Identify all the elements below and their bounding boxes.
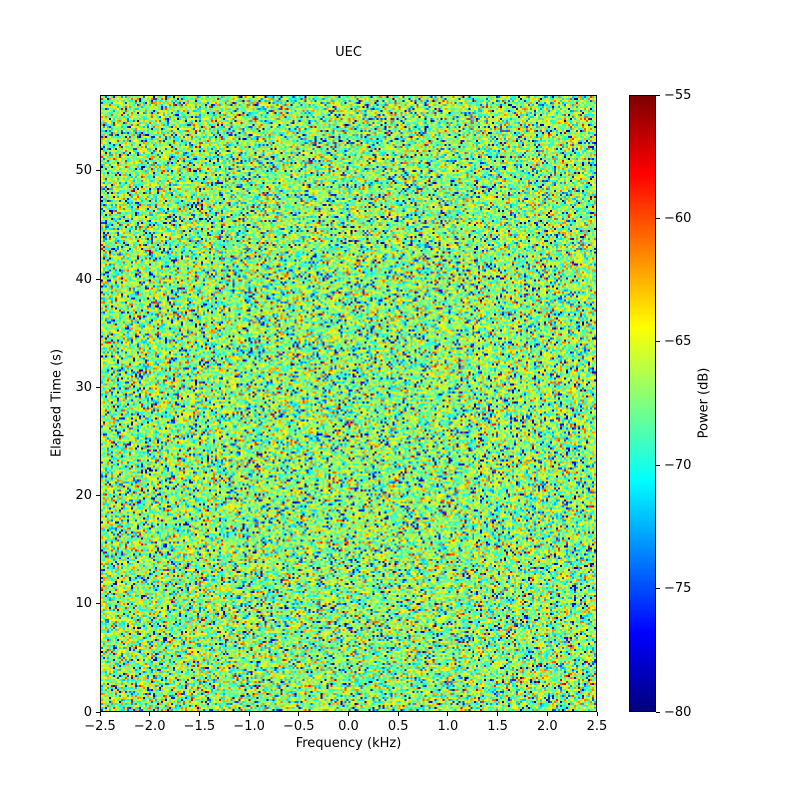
x-tick-label: 0.0 [338, 719, 359, 734]
colorbar-tick-mark [656, 341, 660, 343]
x-tick-mark [546, 712, 548, 716]
x-tick-label: 2.5 [586, 719, 608, 734]
colorbar-tick-label: −65 [664, 334, 692, 350]
x-tick-label: −1.0 [233, 719, 265, 734]
colorbar-tick-mark [656, 217, 660, 219]
plot-title: UEC [335, 45, 362, 60]
y-tick-label: 30 [75, 379, 92, 395]
y-tick-label: 0 [83, 704, 92, 720]
colorbar-tick-mark [656, 588, 660, 590]
y-tick-mark [96, 711, 100, 713]
y-tick-label: 50 [75, 163, 92, 179]
y-tick-label: 10 [75, 596, 92, 612]
colorbar-gradient [630, 96, 655, 711]
colorbar-label: Power (dB) [696, 367, 712, 439]
spectrogram-canvas [101, 96, 596, 711]
y-tick-label: 20 [75, 488, 92, 503]
x-tick-mark [149, 712, 151, 716]
y-tick-label: 40 [75, 271, 92, 287]
colorbar-tick-mark [656, 711, 660, 713]
y-tick-mark [96, 386, 100, 388]
x-tick-label: −1.5 [183, 719, 216, 734]
y-tick-mark [96, 603, 100, 605]
colorbar-tick-mark [656, 464, 660, 466]
x-tick-label: −2.5 [84, 719, 116, 734]
x-tick-mark [298, 712, 300, 716]
x-tick-mark [99, 712, 101, 716]
y-tick-mark [96, 495, 100, 496]
colorbar-tick-label: −80 [664, 704, 692, 720]
x-tick-label: 2.0 [536, 719, 558, 734]
x-tick-label: 1.5 [487, 719, 508, 734]
x-tick-mark [447, 712, 449, 716]
x-tick-mark [596, 712, 598, 716]
colorbar-tick-label: −70 [664, 457, 692, 473]
x-tick-label: 1.0 [437, 719, 459, 734]
x-tick-label: −2.0 [133, 719, 166, 734]
x-tick-mark [198, 712, 200, 716]
x-axis-label: Frequency (kHz) [295, 736, 402, 751]
y-axis-label: Elapsed Time (s) [49, 348, 65, 458]
x-tick-mark [248, 712, 250, 716]
y-tick-mark [96, 170, 100, 172]
colorbar-tick-label: −75 [664, 581, 692, 597]
x-tick-mark [348, 712, 349, 716]
x-tick-mark [397, 712, 399, 716]
colorbar [629, 95, 656, 712]
plot-area [100, 95, 597, 712]
x-tick-label: 0.5 [387, 719, 409, 734]
x-tick-label: −0.5 [283, 719, 315, 734]
colorbar-tick-mark [656, 94, 660, 96]
y-tick-mark [96, 278, 100, 280]
colorbar-tick-label: −60 [664, 210, 692, 226]
colorbar-tick-label: −55 [664, 87, 692, 103]
x-tick-mark [497, 712, 499, 716]
